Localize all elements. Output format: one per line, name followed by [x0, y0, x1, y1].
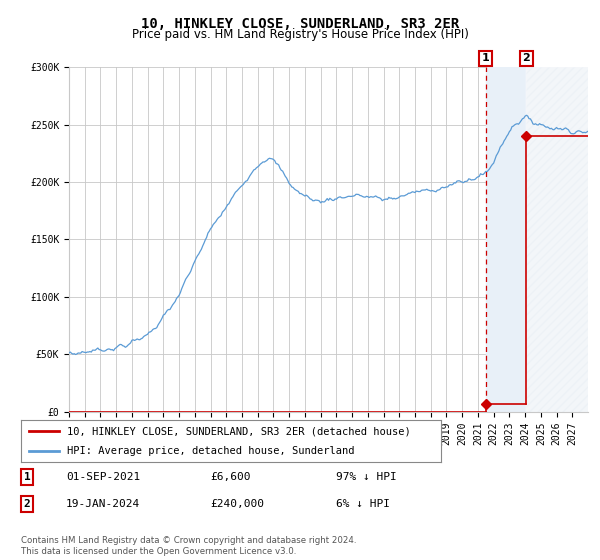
Text: 01-SEP-2021: 01-SEP-2021: [66, 472, 140, 482]
Text: HPI: Average price, detached house, Sunderland: HPI: Average price, detached house, Sund…: [67, 446, 355, 456]
Text: 2: 2: [523, 53, 530, 63]
Text: 19-JAN-2024: 19-JAN-2024: [66, 499, 140, 509]
Text: 6% ↓ HPI: 6% ↓ HPI: [336, 499, 390, 509]
Text: 1: 1: [23, 472, 31, 482]
Text: £240,000: £240,000: [210, 499, 264, 509]
Bar: [486, 67, 526, 412]
Text: 1: 1: [482, 53, 490, 63]
Text: Price paid vs. HM Land Registry's House Price Index (HPI): Price paid vs. HM Land Registry's House …: [131, 28, 469, 41]
Text: Contains HM Land Registry data © Crown copyright and database right 2024.
This d: Contains HM Land Registry data © Crown c…: [21, 536, 356, 556]
Text: £6,600: £6,600: [210, 472, 251, 482]
Bar: [526, 67, 588, 412]
Text: 10, HINKLEY CLOSE, SUNDERLAND, SR3 2ER: 10, HINKLEY CLOSE, SUNDERLAND, SR3 2ER: [141, 17, 459, 31]
Text: 2: 2: [23, 499, 31, 509]
Text: 10, HINKLEY CLOSE, SUNDERLAND, SR3 2ER (detached house): 10, HINKLEY CLOSE, SUNDERLAND, SR3 2ER (…: [67, 426, 411, 436]
Text: 97% ↓ HPI: 97% ↓ HPI: [336, 472, 397, 482]
Bar: [526, 67, 588, 412]
